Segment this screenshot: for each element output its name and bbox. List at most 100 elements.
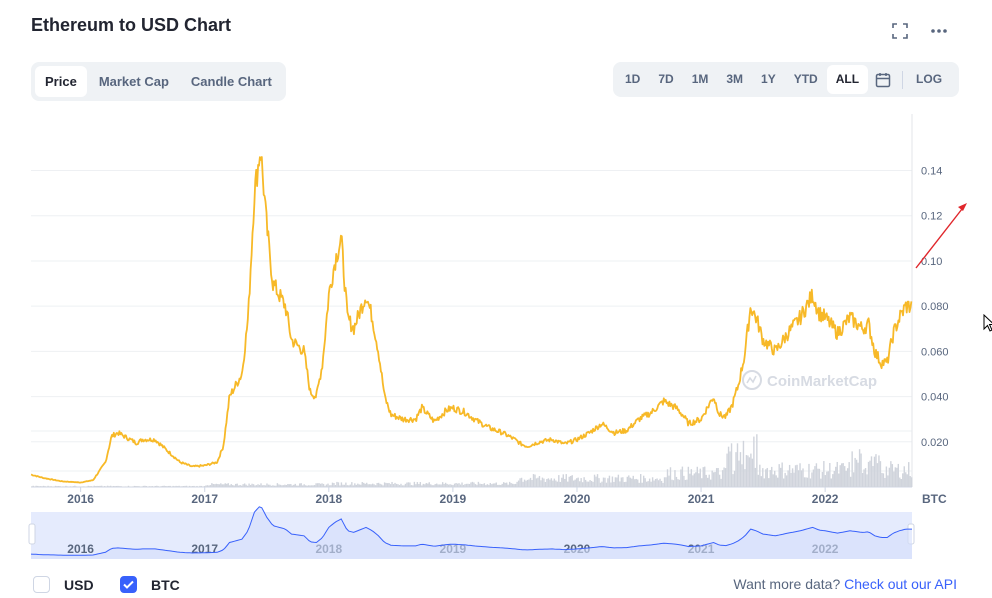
volume-bar [45, 486, 48, 487]
volume-bar [240, 485, 243, 487]
volume-bar [483, 483, 486, 487]
volume-bar [127, 485, 130, 487]
volume-bar [702, 467, 704, 487]
volume-bar [708, 474, 710, 487]
volume-bar [590, 480, 593, 487]
volume-bar [860, 453, 862, 487]
legend-btc[interactable]: BTC [120, 576, 180, 593]
range-1m[interactable]: 1M [691, 72, 709, 86]
volume-bar [397, 484, 399, 487]
more-options-icon[interactable] [928, 22, 950, 40]
volume-bar [173, 486, 176, 487]
volume-bar [537, 477, 539, 487]
volume-bar [296, 485, 298, 487]
log-scale-toggle[interactable]: LOG [916, 72, 943, 86]
volume-bar [135, 486, 137, 487]
volume-bar [540, 480, 542, 487]
volume-bar [221, 484, 223, 487]
volume-bar [243, 483, 246, 487]
volume-bar [845, 470, 847, 487]
range-all[interactable]: ALL [826, 65, 869, 94]
volume-bar [666, 469, 669, 487]
volume-bar [330, 485, 332, 487]
volume-bar [209, 485, 212, 487]
volume-bar [607, 478, 609, 487]
volume-bar [218, 484, 221, 487]
volume-bar [826, 471, 828, 487]
volume-bar [245, 484, 247, 487]
volume-bar [467, 483, 469, 487]
volume-bar [494, 483, 496, 487]
volume-bar [239, 484, 241, 487]
volume-bar [522, 481, 524, 487]
volume-bar [404, 483, 407, 487]
volume-bar [567, 481, 569, 487]
volume-bar [162, 485, 164, 487]
volume-bar [441, 482, 444, 487]
volume-bar [504, 482, 506, 487]
volume-bar [507, 484, 509, 487]
volume-bar [849, 476, 852, 487]
volume-bar [774, 470, 776, 487]
volume-bar [281, 485, 283, 487]
volume-bar [809, 478, 812, 487]
volume-bar [258, 484, 261, 487]
volume-bar [899, 477, 901, 487]
legend-usd[interactable]: USD [33, 576, 94, 593]
volume-bar [313, 485, 316, 487]
volume-bar [648, 478, 651, 487]
volume-bar [282, 485, 285, 487]
usd-checkbox[interactable] [33, 576, 50, 593]
volume-bar [278, 484, 280, 487]
volume-bar [675, 476, 678, 487]
range-1d[interactable]: 1D [625, 72, 641, 86]
volume-bar [430, 484, 432, 487]
volume-bar [485, 485, 487, 487]
volume-bar [705, 474, 707, 487]
volume-bar [165, 486, 167, 487]
volume-bar [668, 475, 670, 487]
volume-bar [363, 482, 365, 487]
volume-bar [377, 482, 380, 487]
volume-bar [637, 479, 639, 487]
api-prompt-text: Want more data? [733, 576, 841, 592]
volume-bar [704, 466, 706, 487]
range-7d[interactable]: 7D [658, 72, 674, 86]
volume-bars [31, 434, 913, 487]
volume-bar [345, 482, 347, 487]
tab-price[interactable]: Price [35, 66, 87, 97]
volume-bar [424, 484, 426, 487]
volume-bar [645, 481, 648, 487]
fullscreen-icon[interactable] [889, 22, 911, 40]
volume-bar [182, 486, 185, 487]
volume-bar [782, 478, 785, 487]
tab-market-cap[interactable]: Market Cap [98, 74, 169, 89]
volume-bar [193, 485, 195, 487]
volume-bar [491, 484, 493, 487]
volume-bar [319, 483, 322, 487]
volume-bar [102, 486, 104, 487]
btc-checkbox[interactable] [120, 576, 137, 593]
api-link[interactable]: Check out our API [844, 576, 957, 592]
volume-bar [695, 472, 697, 487]
volume-bar [412, 485, 414, 487]
volume-bar [480, 484, 483, 487]
volume-bar [39, 486, 42, 487]
watermark-text: CoinMarketCap [767, 373, 877, 390]
volume-bar [351, 482, 353, 487]
volume-bar [331, 482, 334, 487]
calendar-icon[interactable] [868, 65, 898, 94]
annotation-arrow [915, 203, 967, 269]
range-ytd[interactable]: YTD [793, 72, 818, 86]
volume-bar [112, 485, 115, 487]
volume-bar [443, 483, 445, 487]
range-1y[interactable]: 1Y [761, 72, 776, 86]
volume-bar [166, 486, 168, 487]
volume-bar [464, 484, 466, 487]
tab-candle-chart[interactable]: Candle Chart [190, 74, 272, 89]
volume-bar [653, 480, 655, 487]
volume-bar [452, 484, 454, 487]
volume-bar [644, 478, 646, 487]
range-3m[interactable]: 3M [726, 72, 744, 86]
